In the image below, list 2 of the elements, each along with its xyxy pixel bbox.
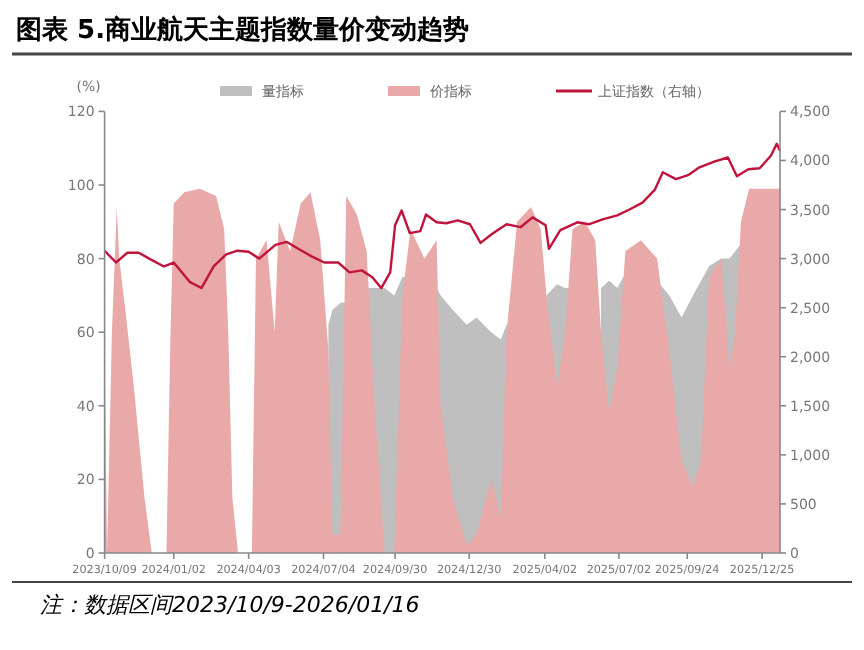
title: 图表 5.商业航天主题指数量价变动趋势 xyxy=(16,16,470,46)
annotation: 注：数据区间2023/10/9-2026/01/16 xyxy=(40,592,420,618)
